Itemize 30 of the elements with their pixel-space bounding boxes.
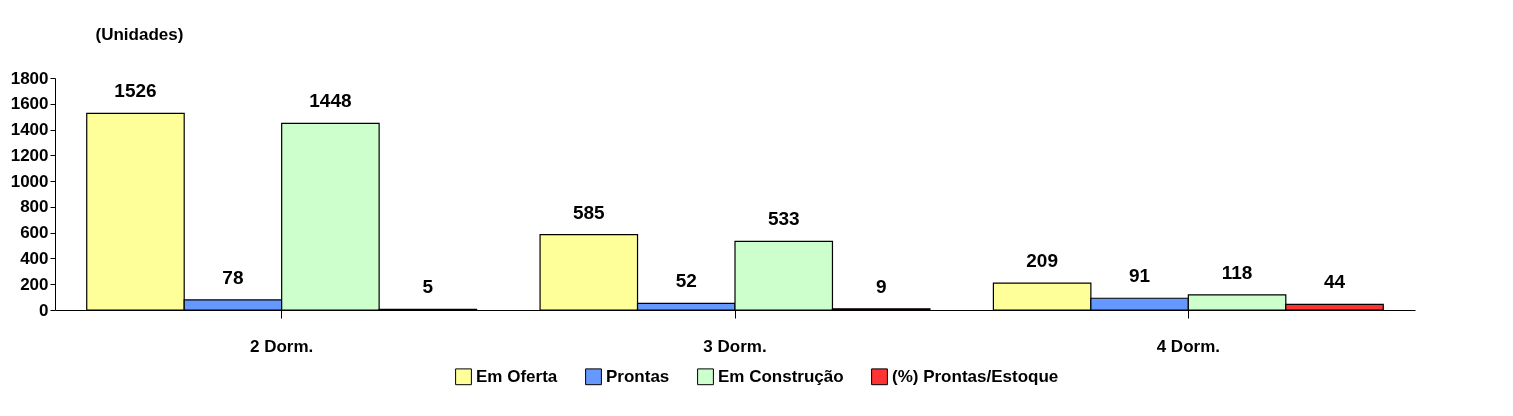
- y-tick-label: 200: [20, 274, 49, 294]
- legend-label: Em Oferta: [476, 366, 558, 386]
- data-label: 78: [222, 266, 244, 288]
- data-label: 533: [767, 208, 800, 230]
- x-tick-label: 3 Dorm.: [703, 336, 767, 356]
- data-label: 91: [1129, 265, 1151, 287]
- legend-label: Em Construção: [718, 366, 844, 386]
- y-tick-label: 1800: [10, 68, 49, 88]
- x-tick-label: 2 Dorm.: [250, 336, 314, 356]
- data-label: 9: [875, 275, 887, 297]
- data-label: 5: [422, 276, 434, 298]
- data-label: 44: [1323, 271, 1346, 293]
- data-label: 1448: [309, 90, 352, 112]
- data-label: 1526: [114, 80, 157, 102]
- y-tick-label: 1000: [10, 171, 49, 191]
- y-tick-label: 1400: [10, 120, 49, 140]
- y-tick-label: 400: [20, 248, 49, 268]
- legend-label: (%) Prontas/Estoque: [892, 366, 1059, 386]
- y-axis-title: (Unidades): [95, 24, 184, 44]
- x-tick-label: 4 Dorm.: [1156, 336, 1220, 356]
- data-label: 118: [1221, 261, 1253, 283]
- y-tick-label: 0: [39, 300, 49, 320]
- data-label: 585: [572, 201, 606, 223]
- data-label: 209: [1026, 250, 1058, 272]
- y-tick-label: 600: [20, 223, 49, 243]
- y-tick-label: 800: [20, 197, 49, 217]
- data-label: 52: [675, 270, 697, 292]
- y-tick-label: 1600: [10, 94, 49, 114]
- legend-label: Prontas: [606, 366, 670, 386]
- y-tick-label: 1200: [10, 145, 49, 165]
